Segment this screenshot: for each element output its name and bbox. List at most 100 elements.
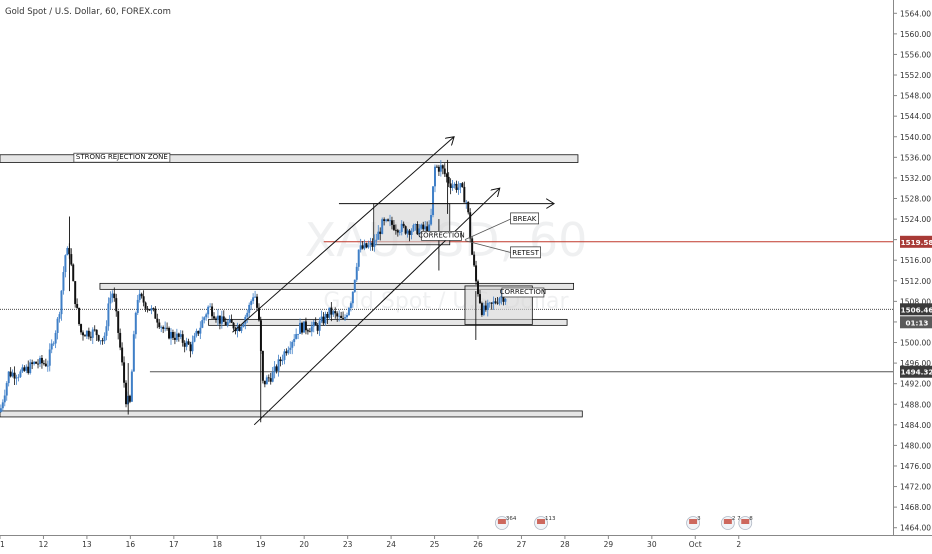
y-tick-label: 1532.00: [900, 174, 931, 183]
candle-body: [326, 313, 329, 318]
candle-body: [322, 316, 325, 324]
retest-price-tag-text: 1519.58: [901, 238, 932, 247]
candle-body: [132, 334, 135, 372]
candle-body: [355, 266, 358, 280]
zones-layer: [0, 154, 893, 418]
candle-body: [97, 335, 100, 341]
y-tick-label: 1564.00: [900, 9, 931, 18]
candle-body: [121, 347, 124, 363]
candle-body: [504, 299, 507, 302]
candle-body: [93, 329, 96, 331]
candle-body: [406, 230, 409, 234]
candle-body: [205, 314, 208, 318]
candle-body: [277, 359, 280, 371]
candle-body: [207, 306, 210, 315]
candle-body: [232, 322, 235, 329]
candle-body: [359, 245, 362, 250]
strong-rejection-zone-box: [73, 152, 171, 163]
strong-rejection-zone: [0, 154, 579, 163]
candle-body: [486, 302, 489, 310]
candle-body: [21, 367, 24, 372]
candle-body: [328, 307, 331, 318]
candle-body: [316, 325, 319, 331]
candle-body: [398, 231, 401, 233]
event-badge-count: 8: [749, 516, 753, 522]
y-tick-label: 1536.00: [900, 153, 931, 162]
candle-body: [189, 344, 192, 352]
event-flag-icon: [689, 519, 698, 524]
candle-body: [457, 187, 460, 190]
candle-body: [408, 230, 411, 235]
candle-body: [461, 183, 464, 187]
candle-body: [13, 372, 16, 379]
candle-body: [107, 303, 110, 327]
candle-body: [467, 201, 470, 213]
candle-body: [156, 318, 159, 323]
correction-2-box: [501, 287, 545, 298]
y-tick-label: 1524.00: [900, 215, 931, 224]
candle-body: [324, 313, 327, 324]
candle-body: [209, 306, 212, 308]
strong-rejection-zone-label: STRONG REJECTION ZONE: [76, 153, 168, 161]
candle-body: [314, 322, 317, 326]
candle-body: [387, 219, 390, 221]
bottom-zone: [0, 410, 583, 418]
candle-body: [203, 317, 206, 321]
candle-body: [445, 174, 448, 177]
y-tick-label: 1512.00: [900, 277, 931, 286]
candle-body: [166, 327, 169, 329]
candle-body: [19, 371, 22, 377]
candle-body: [72, 264, 75, 282]
candle-body: [171, 332, 174, 338]
candle-body: [389, 220, 392, 222]
candle-body: [271, 372, 274, 382]
y-tick-label: 1472.00: [900, 483, 931, 492]
y-tick-label: 1476.00: [900, 462, 931, 471]
candle-body: [250, 301, 253, 305]
candle-body: [289, 347, 292, 350]
candle-body: [201, 320, 204, 328]
candle-body: [228, 319, 231, 323]
y-tick-label: 1488.00: [900, 400, 931, 409]
candle-body: [412, 225, 415, 231]
candle-body: [375, 239, 378, 241]
candle-body: [404, 226, 407, 234]
candle-body: [410, 230, 413, 235]
candle-body: [85, 330, 88, 337]
candle-body: [301, 322, 304, 333]
candle-body: [383, 219, 386, 221]
y-tick-label: 1552.00: [900, 71, 931, 80]
candle-body: [312, 322, 315, 327]
candle-body: [269, 378, 272, 382]
event-badge-count: 113: [545, 516, 556, 522]
candle-body: [218, 315, 221, 324]
candle-body: [158, 322, 161, 328]
correction-1-box: [421, 231, 462, 241]
candle-body: [451, 185, 454, 188]
candle-body: [111, 293, 114, 298]
candle-body: [424, 226, 427, 230]
candle-body: [484, 305, 487, 310]
candle-body: [89, 336, 92, 338]
candle-body: [50, 343, 53, 350]
candle-body: [60, 290, 63, 315]
candle-body: [113, 293, 116, 299]
candle-body: [478, 294, 481, 304]
candle-body: [160, 327, 163, 328]
candle-body: [248, 304, 251, 313]
candle-body: [52, 343, 55, 345]
candle-body: [125, 382, 128, 405]
candle-body: [496, 302, 499, 304]
retest-price-tag-bg: [900, 235, 932, 248]
candle-body: [394, 229, 397, 231]
candle-body: [87, 330, 90, 337]
candle-body: [306, 330, 309, 332]
candle-body: [44, 363, 47, 367]
candle-body: [236, 326, 239, 332]
y-tick-label: 1560.00: [900, 30, 931, 39]
x-tick-label: 26: [473, 540, 483, 549]
candle-body: [150, 308, 153, 311]
